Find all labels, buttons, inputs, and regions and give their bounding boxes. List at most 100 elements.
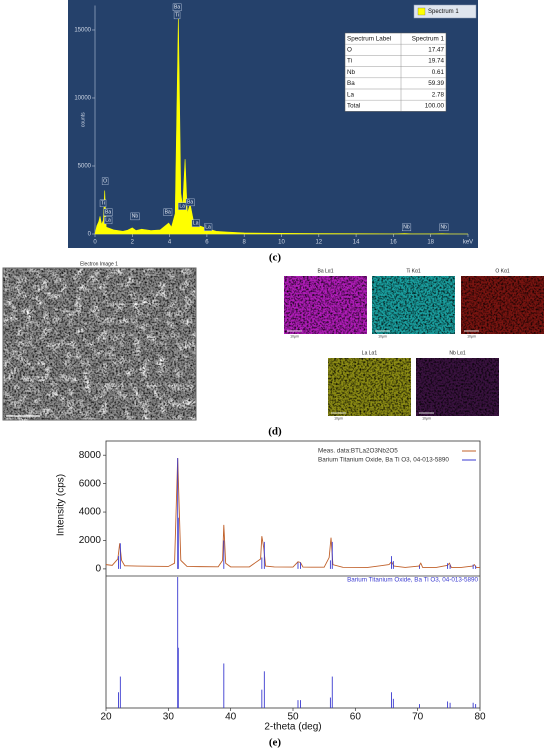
peak-label-box xyxy=(163,208,173,216)
table-cell: Spectrum 1 xyxy=(412,35,445,42)
y-tick-label: 2000 xyxy=(79,535,102,546)
peak-label-text: Nb xyxy=(403,224,410,230)
legend-swatch xyxy=(417,7,426,16)
x-tick-label: 50 xyxy=(287,712,299,723)
table-cell: Total xyxy=(347,102,360,109)
x-tick-label: keV xyxy=(463,240,473,246)
peak-label: Ti xyxy=(99,199,107,208)
peak-label: La xyxy=(191,219,200,228)
peak-label-text: O xyxy=(103,178,107,184)
peak-label: La xyxy=(178,202,187,211)
scale-label: 10μm xyxy=(378,334,387,338)
x-tick-label: 16 xyxy=(390,240,397,246)
legend-label: Barium Titanium Oxide, Ba Ti O3, 04-013-… xyxy=(318,457,449,464)
xrd-frame xyxy=(105,440,481,709)
scale-label: 10μm xyxy=(467,334,476,338)
map-texture xyxy=(284,276,367,334)
map-label: Ti Kα1 xyxy=(406,268,421,274)
table-cell: 19.74 xyxy=(428,58,444,65)
x-tick-label: 10 xyxy=(278,240,285,246)
panel-label: (e) xyxy=(269,737,282,749)
y-tick-label: 15000 xyxy=(74,28,91,34)
peak-label-text: Ti xyxy=(175,12,179,18)
element-maps: Ba Lα1 10μm Ti Kα1 10μm O Kα1 10μm La Lα1 10μm N… xyxy=(284,268,544,420)
peak-label-box xyxy=(103,208,113,216)
y-axis-label: Intensity (cps) xyxy=(56,474,67,536)
map-label: Nb Lα1 xyxy=(449,350,465,356)
scale-label: 10μm xyxy=(290,334,299,338)
x-tick-label: 2 xyxy=(131,240,135,246)
map-label: O Kα1 xyxy=(495,268,510,274)
peak-label-box xyxy=(101,177,109,185)
y-tick-label: 4000 xyxy=(79,507,102,518)
spectrum-area xyxy=(94,16,469,235)
peak-label: Ba xyxy=(185,198,195,207)
x-tick-label: 30 xyxy=(163,712,175,723)
scale-label: 10μm xyxy=(19,418,28,422)
peak-label-box xyxy=(178,202,187,211)
sem-texture xyxy=(3,268,196,420)
scale-label: 10μm xyxy=(422,416,431,420)
peak-label-text: La xyxy=(105,217,111,223)
panel-label: (d) xyxy=(268,426,282,438)
y-tick-label: 10000 xyxy=(74,96,91,102)
peak-label-text: Ti xyxy=(101,200,105,206)
table-cell: La xyxy=(347,91,355,98)
peak-label: Nb xyxy=(439,223,449,232)
table-cell: Ba xyxy=(347,80,355,87)
peak-label-box xyxy=(172,3,182,12)
peak-label-text: Nb xyxy=(441,224,448,230)
peak-label: Nb xyxy=(402,223,412,232)
table-cell: 2.78 xyxy=(432,91,445,98)
sem-frame xyxy=(2,267,197,421)
peak-label: Nb xyxy=(130,212,140,221)
peak-label: Ba xyxy=(103,208,113,216)
map-texture xyxy=(328,358,411,416)
map-label: La Lα1 xyxy=(362,350,378,356)
legend-label: Spectrum 1 xyxy=(428,9,459,15)
peak-label: La xyxy=(204,223,213,232)
measured-line xyxy=(105,458,480,568)
peak-label: Ba xyxy=(172,3,182,12)
peak-label-box xyxy=(439,223,449,232)
x-tick-label: 12 xyxy=(315,240,322,246)
reference-title: Barium Titanium Oxide, Ba Ti O3, 04-013-… xyxy=(347,577,478,584)
table-cell: Ti xyxy=(347,58,352,65)
peak-label-box xyxy=(99,199,107,208)
table-cell: 100.00 xyxy=(425,102,445,109)
y-tick-label: 8000 xyxy=(79,450,102,461)
x-tick-label: 8 xyxy=(243,240,247,246)
y-tick-label: 0 xyxy=(95,564,101,575)
table-background xyxy=(344,32,447,112)
peak-label-text: La xyxy=(179,203,185,209)
peak-label-text: Ba xyxy=(165,209,171,215)
table-cell: 17.47 xyxy=(428,46,444,53)
table-cell: O xyxy=(347,46,352,53)
y-axis-label: counts xyxy=(80,112,86,127)
table-cell: Nb xyxy=(347,69,356,76)
sem-title: Electron Image 1 xyxy=(80,261,118,267)
peak-label-box xyxy=(204,223,213,232)
peak-label-box xyxy=(104,216,113,225)
x-tick-label: 60 xyxy=(350,712,362,723)
map-texture xyxy=(416,358,499,416)
x-tick-label: 70 xyxy=(412,712,424,723)
peak-label-box xyxy=(185,198,195,207)
y-tick-label: 0 xyxy=(88,232,92,238)
x-tick-label: 80 xyxy=(474,712,486,723)
peak-label-box xyxy=(173,11,181,20)
peak-label: Ba xyxy=(163,208,173,216)
x-tick-label: 14 xyxy=(353,240,360,246)
panel-label: (c) xyxy=(269,252,282,264)
x-axis-label: 2-theta (deg) xyxy=(264,722,321,733)
table-cell: 59.39 xyxy=(428,80,444,87)
legend-box xyxy=(413,4,477,19)
table-cell: 0.61 xyxy=(432,69,445,76)
x-tick-label: 18 xyxy=(427,240,434,246)
peak-label-text: La xyxy=(205,224,211,230)
peak-label-box xyxy=(191,219,200,228)
map-label: Ba Lα1 xyxy=(318,268,334,274)
y-tick-label: 6000 xyxy=(79,478,102,489)
peak-label: La xyxy=(104,216,113,225)
